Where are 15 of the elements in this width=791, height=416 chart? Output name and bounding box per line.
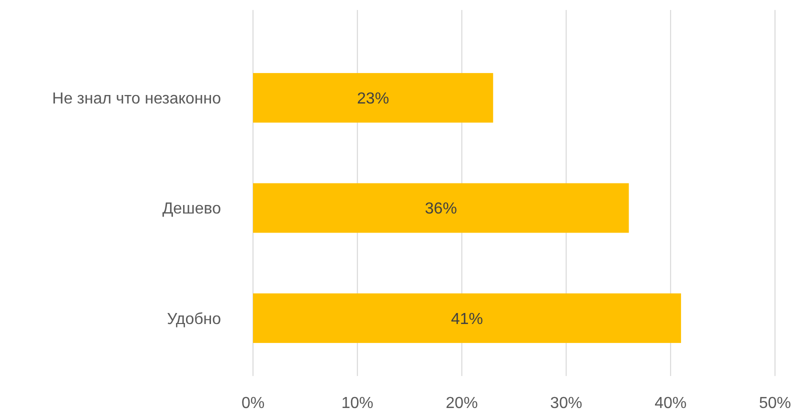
x-tick-label: 0%	[241, 395, 265, 412]
x-tick-label: 20%	[446, 395, 478, 412]
bar	[253, 73, 494, 123]
data-label: 23%	[357, 90, 390, 108]
x-tick-label: 50%	[758, 395, 791, 412]
y-tick-label: Дешево	[162, 200, 222, 218]
y-tick-label: Не знал что незаконно	[52, 90, 222, 108]
data-label: 36%	[424, 200, 457, 218]
x-tick-label: 40%	[654, 395, 687, 412]
x-tick-label: 10%	[341, 395, 374, 412]
bar	[253, 293, 682, 343]
bar	[253, 183, 629, 233]
data-label: 41%	[451, 310, 484, 328]
y-tick-label: Удобно	[166, 310, 222, 328]
x-tick-label: 30%	[550, 395, 582, 412]
